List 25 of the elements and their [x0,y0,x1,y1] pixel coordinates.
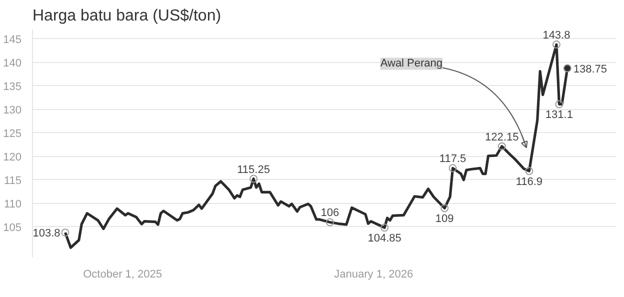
data-label: 115.25 [237,164,270,176]
data-label: 131.1 [545,109,573,122]
data-label: 109 [435,213,454,226]
y-tick-label: 130 [3,104,22,116]
y-tick-label: 125 [3,128,22,140]
annotation: Awal Perang [380,58,443,70]
y-tick-label: 115 [4,174,22,187]
data-label: 143.8 [542,30,570,42]
y-tick-label: 140 [3,57,22,70]
data-label: 103.8 [32,228,60,240]
x-tick-label: January 1, 2026 [334,268,414,280]
y-tick-label: 135 [3,80,22,93]
data-label: 122.15 [485,131,519,144]
point [563,64,572,72]
chart-title: Harga batu bara (US$/ton) [32,8,222,24]
data-label: 104.85 [368,232,402,245]
data-label: 116.9 [516,176,543,188]
data-label: 106 [320,207,340,220]
y-tick-label: 110 [4,198,22,210]
data-label: 117.5 [439,153,466,166]
y-tick-label: 145 [3,34,22,46]
y-tick-label: 105 [3,222,22,234]
x-tick-label: October 1, 2025 [83,268,162,280]
data-label: 138.75 [573,63,608,76]
y-tick-label: 120 [3,151,22,164]
